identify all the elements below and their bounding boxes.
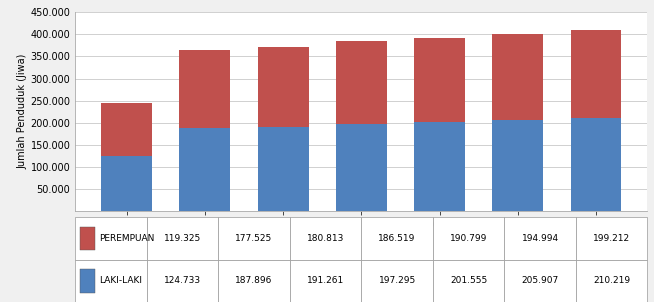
Text: 201.555: 201.555 [450,276,487,285]
Bar [80,227,95,250]
Bar [336,124,387,211]
Text: 210.219: 210.219 [593,276,630,285]
Y-axis label: Jumlah Penduduk (Jiwa): Jumlah Penduduk (Jiwa) [18,54,27,169]
Text: 205.907: 205.907 [521,276,559,285]
Bar [146,217,218,260]
Text: 187.896: 187.896 [235,276,273,285]
Bar [258,47,309,127]
Text: LAKI-LAKI: LAKI-LAKI [99,276,142,285]
Bar [433,260,504,302]
Bar [492,120,543,211]
Bar [101,156,152,211]
Text: 190.799: 190.799 [450,234,487,243]
Text: 199.212: 199.212 [593,234,630,243]
Bar [414,122,465,211]
Bar [218,260,290,302]
Bar [570,30,621,118]
Bar [576,260,647,302]
Bar [218,217,290,260]
Bar [414,38,465,122]
Bar [80,269,95,293]
Text: 194.994: 194.994 [522,234,559,243]
Bar [336,41,387,124]
Bar [576,217,647,260]
Text: 180.813: 180.813 [307,234,344,243]
Bar [570,118,621,211]
Bar [101,103,152,156]
Text: 177.525: 177.525 [235,234,273,243]
Bar [75,217,146,260]
Bar [504,217,576,260]
Bar [290,217,362,260]
Bar [504,260,576,302]
Bar [258,127,309,211]
Bar [362,217,433,260]
Text: 197.295: 197.295 [379,276,416,285]
Bar [433,217,504,260]
Bar [362,260,433,302]
Text: PEREMPUAN: PEREMPUAN [99,234,154,243]
Bar [290,260,362,302]
Text: 124.733: 124.733 [164,276,201,285]
Bar [75,260,146,302]
Text: 119.325: 119.325 [164,234,201,243]
Bar [146,260,218,302]
Bar [179,128,230,211]
Bar [492,34,543,120]
Text: 186.519: 186.519 [379,234,416,243]
Bar [179,50,230,128]
Text: 191.261: 191.261 [307,276,344,285]
